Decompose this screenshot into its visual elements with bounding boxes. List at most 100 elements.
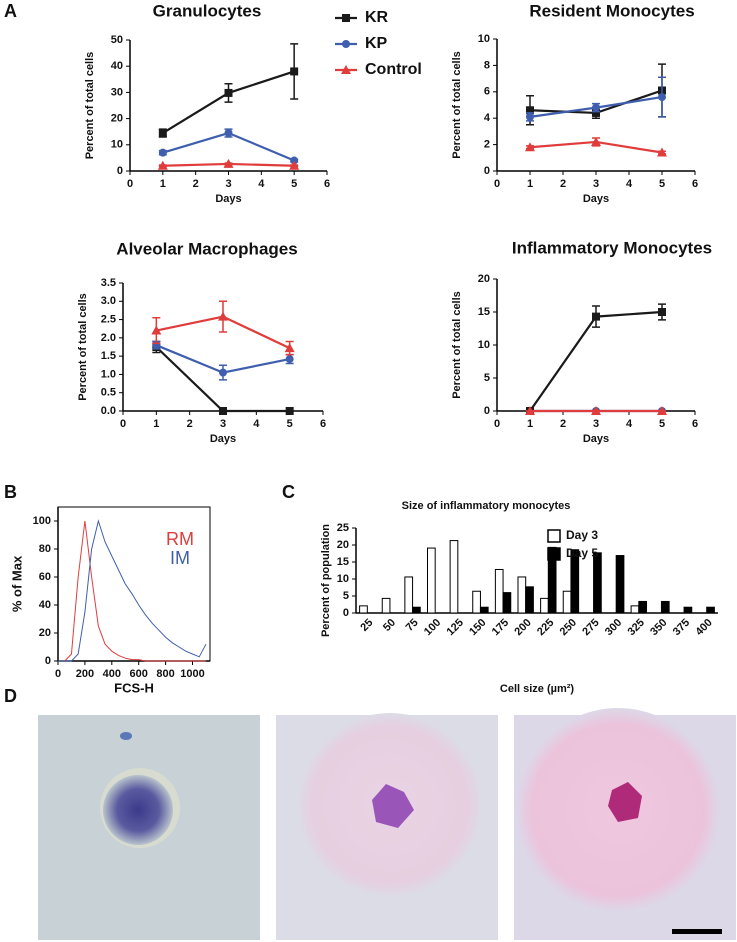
marker: [342, 40, 350, 48]
x-axis-label: Days: [583, 193, 609, 205]
bar: [525, 586, 534, 614]
y-tick-label: 15: [337, 556, 349, 568]
y-axis-label: Percent of total cells: [77, 293, 89, 401]
y-tick-label: 5: [343, 590, 349, 602]
marker: [290, 156, 299, 165]
marker: [224, 129, 233, 138]
bar: [593, 552, 602, 614]
scale-bar: [672, 929, 722, 934]
legend-label: Day 3: [566, 528, 598, 542]
panel-label: A: [4, 1, 17, 21]
y-tick-label: 20: [478, 273, 490, 285]
x-axis-label: Cell size (µm²): [500, 683, 575, 695]
y-tick-label: 80: [39, 543, 51, 555]
marker: [341, 65, 351, 74]
panel-label: C: [282, 482, 295, 502]
x-tick-label: 0: [55, 668, 61, 680]
x-tick-label: 6: [692, 418, 698, 430]
marker: [157, 160, 168, 170]
x-tick-label: 2: [193, 178, 199, 190]
bar: [426, 547, 436, 614]
legend-label: IM: [170, 548, 190, 568]
x-tick-label: 75: [404, 617, 421, 634]
bar: [479, 606, 489, 614]
marker: [526, 106, 534, 115]
x-tick-label: 125: [445, 617, 466, 638]
debris: [120, 732, 132, 740]
marker: [284, 343, 295, 353]
y-tick-label: 0.5: [101, 387, 116, 399]
x-tick-label: 25: [358, 617, 375, 634]
x-tick-label: 4: [626, 418, 633, 430]
y-tick-label: 3.0: [101, 295, 116, 307]
micrographs: [38, 708, 736, 940]
x-tick-label: 225: [535, 617, 556, 638]
x-tick-label: 50: [381, 617, 398, 634]
y-tick-label: 5: [484, 372, 490, 384]
marker: [657, 147, 667, 157]
x-tick-label: 0: [127, 178, 133, 190]
marker: [525, 142, 535, 152]
marker: [158, 129, 167, 138]
y-tick-label: 2: [484, 139, 490, 151]
y-tick-label: 50: [111, 34, 123, 46]
bar: [540, 597, 549, 614]
x-tick-label: 175: [490, 617, 511, 638]
y-tick-label: 8: [484, 59, 490, 71]
legend-label: KR: [365, 9, 389, 26]
chart-title: Inflammatory Monocytes: [512, 238, 712, 257]
chart-title: Resident Monocytes: [529, 1, 694, 20]
x-tick-label: 3: [225, 178, 231, 190]
legend-swatch: [547, 547, 561, 561]
x-axis-label: Days: [210, 433, 236, 445]
marker: [657, 406, 667, 415]
bar: [570, 549, 580, 614]
bar: [630, 605, 640, 614]
x-tick-label: 375: [671, 617, 692, 638]
marker: [342, 14, 350, 22]
x-tick-label: 400: [103, 668, 121, 680]
legend-swatch: [547, 529, 561, 543]
marker: [285, 355, 294, 364]
marker: [592, 103, 600, 112]
x-tick-label: 4: [626, 178, 633, 190]
y-tick-label: 10: [478, 33, 490, 45]
marker: [224, 88, 233, 97]
x-tick-label: 400: [693, 617, 714, 638]
x-tick-label: 5: [291, 178, 297, 190]
x-tick-label: 325: [626, 617, 647, 638]
x-tick-label: 5: [659, 178, 665, 190]
marker: [219, 407, 227, 415]
marker: [526, 112, 534, 121]
x-tick-label: 150: [467, 617, 488, 638]
y-tick-label: 100: [33, 515, 51, 527]
x-axis-label: Days: [215, 193, 241, 205]
y-axis-label: Percent of population: [320, 524, 332, 637]
x-tick-label: 3: [593, 178, 599, 190]
y-tick-label: 0: [117, 165, 123, 177]
marker: [591, 136, 601, 146]
legend-label: KP: [365, 35, 388, 52]
y-tick-label: 20: [337, 539, 349, 551]
bar: [638, 600, 648, 614]
x-tick-label: 5: [287, 418, 293, 430]
y-tick-label: 30: [111, 86, 123, 98]
x-tick-label: 6: [324, 178, 330, 190]
x-tick-label: 1: [527, 418, 533, 430]
x-axis-label: Days: [583, 433, 609, 445]
y-tick-label: 40: [39, 599, 51, 611]
marker: [658, 93, 666, 102]
y-tick-label: 0: [343, 607, 349, 619]
nucleus: [608, 782, 642, 822]
bar: [449, 540, 459, 614]
bar: [502, 592, 512, 614]
chart-title: Size of inflammatory monocytes: [402, 500, 571, 512]
x-tick-label: 6: [320, 418, 326, 430]
y-tick-label: 0.0: [101, 405, 116, 417]
chart-title: Granulocytes: [153, 1, 262, 20]
y-tick-label: 1.0: [101, 368, 116, 380]
nucleus: [103, 775, 173, 845]
marker: [591, 406, 601, 415]
y-tick-label: 2.0: [101, 332, 116, 344]
y-tick-label: 6: [484, 86, 490, 98]
